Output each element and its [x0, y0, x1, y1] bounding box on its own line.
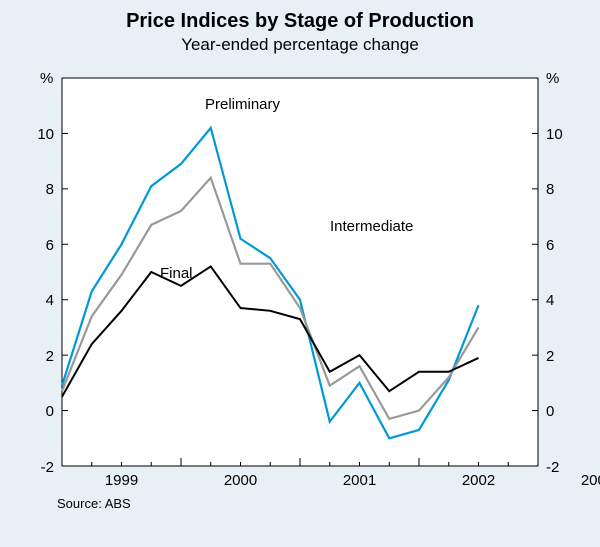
y-axis-label-right: % [546, 70, 559, 87]
x-tick-label: 2000 [211, 472, 271, 489]
y-axis-label-left: % [40, 70, 53, 87]
x-tick-label: 1999 [92, 472, 152, 489]
y-tick-right: 6 [546, 237, 554, 254]
series-intermediate [62, 178, 479, 419]
y-tick-left: 6 [0, 237, 54, 254]
source-text: Source: ABS [57, 496, 131, 511]
chart-title: Price Indices by Stage of Production [0, 0, 600, 33]
y-tick-left: 0 [0, 403, 54, 420]
y-tick-left: 2 [0, 348, 54, 365]
y-tick-right: 2 [546, 348, 554, 365]
x-tick-label: 2003 [568, 472, 600, 489]
y-tick-left: -2 [0, 459, 54, 476]
series-final [62, 266, 479, 396]
series-label-preliminary: Preliminary [205, 96, 280, 113]
y-tick-right: 10 [546, 126, 563, 143]
series-label-final: Final [160, 265, 193, 282]
y-tick-right: -2 [546, 459, 559, 476]
x-tick-label: 2001 [330, 472, 390, 489]
y-tick-left: 8 [0, 181, 54, 198]
y-tick-right: 0 [546, 403, 554, 420]
series-preliminary [62, 128, 479, 438]
chart-subtitle: Year-ended percentage change [0, 35, 600, 55]
y-tick-left: 4 [0, 292, 54, 309]
y-tick-left: 10 [0, 126, 54, 143]
x-tick-label: 2002 [449, 472, 509, 489]
y-tick-right: 8 [546, 181, 554, 198]
y-tick-right: 4 [546, 292, 554, 309]
chart-container: Price Indices by Stage of Production Yea… [0, 0, 600, 547]
plot-svg [62, 78, 538, 466]
series-label-intermediate: Intermediate [330, 218, 413, 235]
plot-area [62, 78, 538, 466]
